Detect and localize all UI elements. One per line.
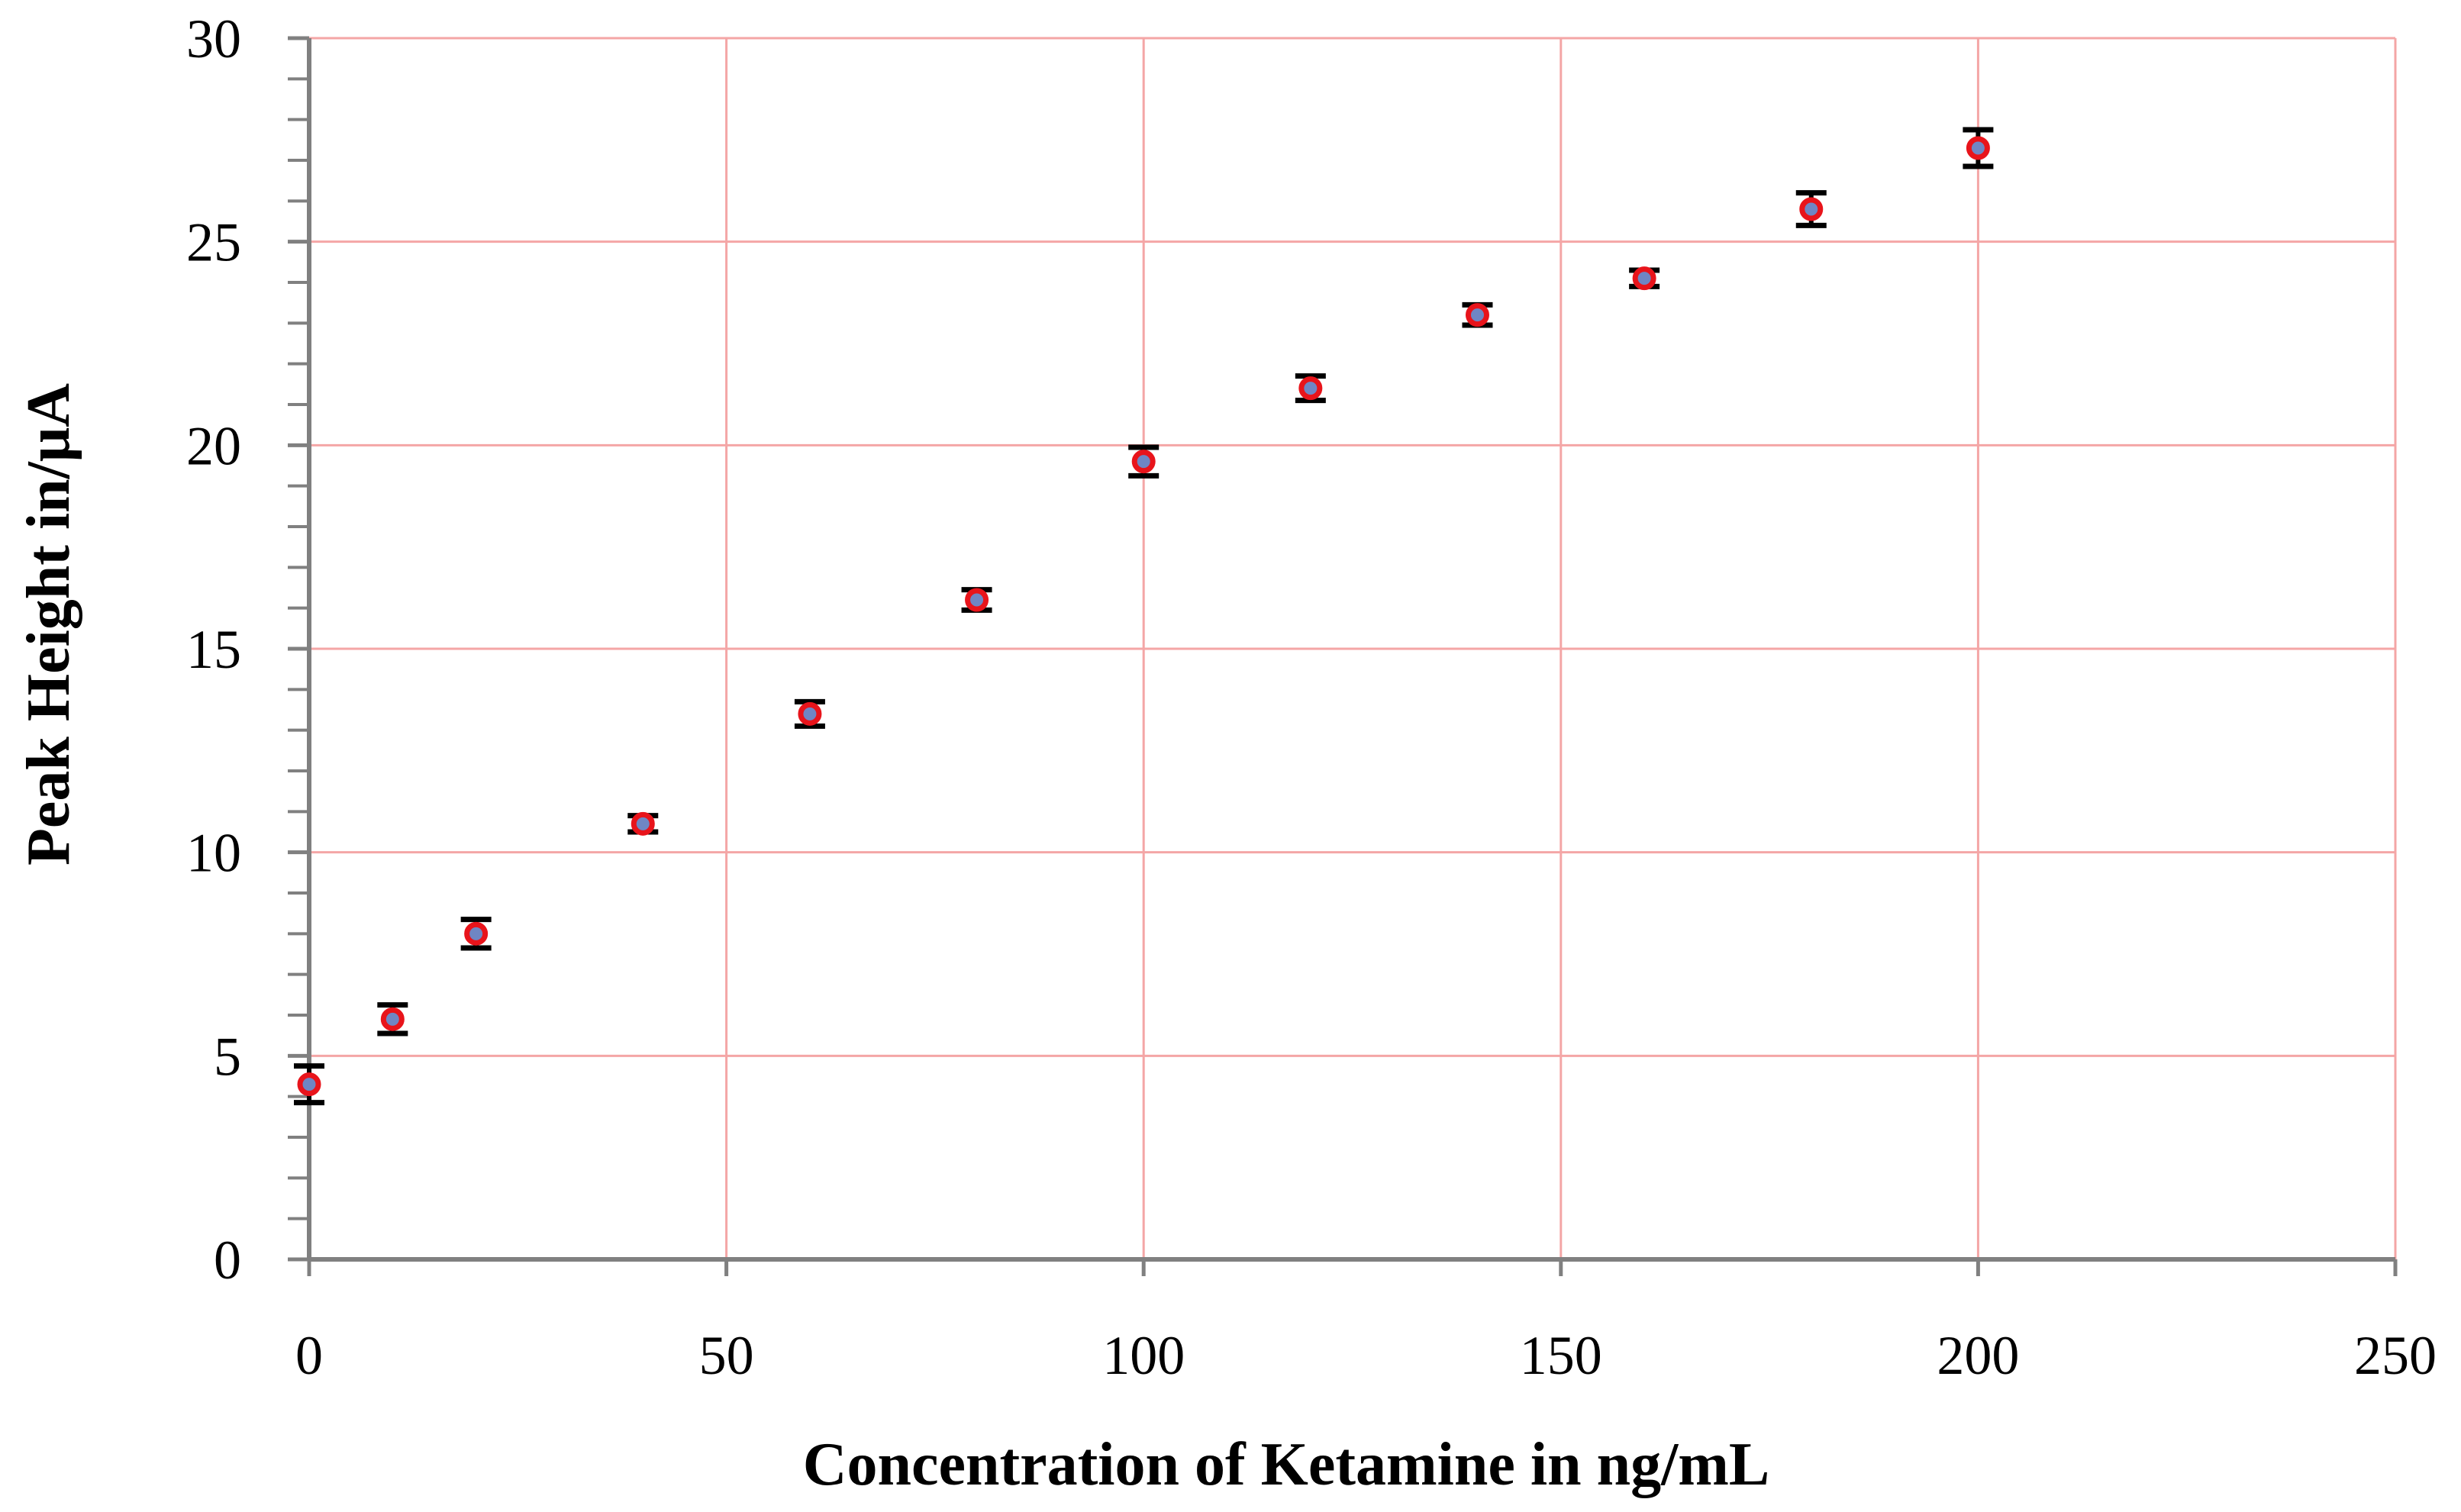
y-tick-label: 10 — [186, 823, 241, 884]
data-point — [1799, 197, 1824, 221]
grid — [309, 37, 2397, 1259]
data-point — [965, 588, 989, 612]
x-axis-title: Concentration of Ketamine in ng/mL — [803, 1431, 1770, 1498]
data-point — [1298, 376, 1323, 401]
data-point — [1632, 266, 1656, 291]
x-tick-label: 50 — [699, 1325, 754, 1386]
x-tick-label: 100 — [1102, 1325, 1185, 1386]
data-point — [380, 1007, 405, 1031]
y-tick-label: 30 — [186, 8, 241, 69]
y-tick-label: 5 — [214, 1026, 241, 1087]
x-tick-label: 150 — [1520, 1325, 1602, 1386]
data-point — [631, 811, 655, 836]
axes — [288, 36, 2398, 1276]
x-tick-labels: 0 50 100 150 200 250 — [295, 1325, 2437, 1386]
x-tick-label: 200 — [1937, 1325, 2019, 1386]
y-tick-label: 0 — [214, 1230, 241, 1291]
data-point — [1465, 303, 1489, 327]
data-point — [464, 921, 489, 946]
y-axis-title: Peak Height in/μA — [15, 383, 82, 866]
data-point — [1966, 136, 1990, 160]
data-point — [798, 701, 822, 726]
y-tick-label: 15 — [186, 619, 241, 680]
y-tick-label: 20 — [186, 415, 241, 476]
x-tick-label: 250 — [2354, 1325, 2437, 1386]
data-points — [294, 127, 1994, 1106]
y-tick-label: 25 — [186, 212, 241, 273]
data-point — [297, 1072, 321, 1097]
data-point — [1131, 450, 1156, 474]
x-tick-label: 0 — [295, 1325, 323, 1386]
y-tick-labels: 0 5 10 15 20 25 30 — [186, 8, 241, 1291]
